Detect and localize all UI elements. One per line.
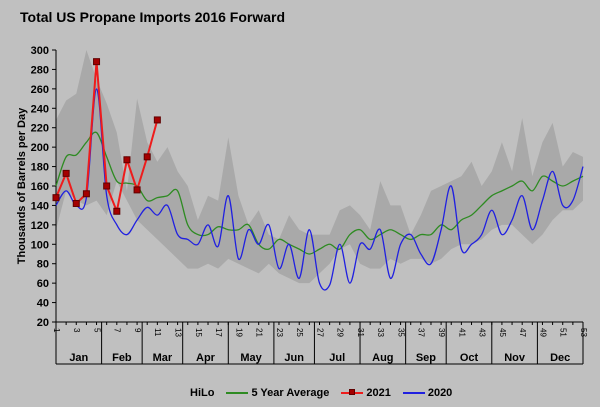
month-label: Nov [504,352,526,364]
x-tick-label: 45 [498,328,507,337]
x-tick-label: 13 [174,328,183,337]
legend-label-avg: 5 Year Average [251,387,330,399]
x-tick-label: 39 [437,328,446,337]
x-tick-label: 17 [214,328,223,337]
legend-marker-2021 [349,389,356,395]
y-tick-label: 280 [31,64,49,76]
legend-label-2020: 2020 [427,387,453,399]
month-label: Jul [329,352,345,364]
x-tick-label: 3 [72,328,81,333]
x-tick-label: 47 [518,328,527,337]
x-tick-label: 11 [153,328,162,337]
series-point-2021 [143,153,151,161]
y-tick-label: 300 [31,45,49,57]
series-point-2021 [52,194,60,202]
legend: HiLo 5 Year Average 2021 2020 [190,386,464,400]
series-point-2021 [93,58,101,66]
series-line-5yr-avg [55,131,584,255]
x-tick-label: 9 [133,328,142,333]
x-tick-label: 21 [255,328,264,337]
y-tick-label: 220 [31,123,49,135]
hilo-band [56,50,583,284]
y-tick-label: 200 [31,142,49,154]
x-tick-label: 35 [396,328,405,337]
y-tick-label: 160 [31,181,49,193]
month-label: Jan [69,352,88,364]
x-tick-label: 49 [538,328,547,337]
month-label: Apr [196,352,216,364]
legend-swatch-2021 [341,389,364,395]
x-tick-label: 5 [92,328,101,333]
month-label: Feb [112,352,132,364]
x-tick-label: 43 [478,328,487,337]
y-tick-label: 80 [37,259,49,271]
chart-title: Total US Propane Imports 2016 Forward [20,9,286,25]
legend-item-hilo: HiLo [190,387,214,399]
month-label: Mar [153,352,173,364]
legend-label-2021: 2021 [366,387,391,399]
y-tick-label: 240 [31,103,49,115]
series-point-2021 [82,190,90,198]
x-tick-label: 25 [295,328,304,337]
series-point-2021 [72,199,80,207]
y-tick-label: 60 [37,278,49,290]
legend-item-2021: 2021 [341,387,391,399]
legend-item-2020: 2020 [402,387,453,399]
month-label: Dec [550,352,570,364]
x-tick-label: 7 [113,328,122,333]
x-tick-label: 33 [376,328,385,337]
series-line-2020 [55,88,584,291]
x-tick-label: 15 [194,328,203,337]
month-label: Sep [416,352,436,364]
series-point-2021 [113,207,121,215]
x-tick-label: 23 [275,328,284,337]
y-tick-label: 180 [31,162,49,174]
x-tick-label: 27 [315,328,324,337]
series-point-2021 [103,182,111,190]
y-tick-label: 20 [37,317,49,329]
legend-swatch-avg [226,392,249,394]
legend-item-avg: 5 Year Average [226,387,329,399]
y-tick-label: 100 [31,239,49,251]
legend-swatch-2020 [402,392,425,394]
series-point-2021 [153,116,161,124]
y-tick-label: 260 [31,84,49,96]
y-tick-label: 40 [37,298,49,310]
month-label: Oct [460,352,479,364]
y-tick-label: 140 [31,200,49,212]
x-tick-label: 41 [457,328,466,337]
x-tick-label: 37 [417,328,426,337]
x-tick-label: 51 [559,328,568,337]
series-point-2021 [123,156,131,164]
x-tick-label: 19 [234,328,243,337]
series-point-2021 [62,169,70,177]
legend-label-hilo: HiLo [190,387,215,399]
month-label: May [240,352,262,364]
month-label: Jun [284,352,304,364]
y-tick-label: 120 [31,220,49,232]
series-point-2021 [133,186,141,194]
x-tick-label: 29 [336,328,345,337]
month-label: Aug [372,352,393,364]
